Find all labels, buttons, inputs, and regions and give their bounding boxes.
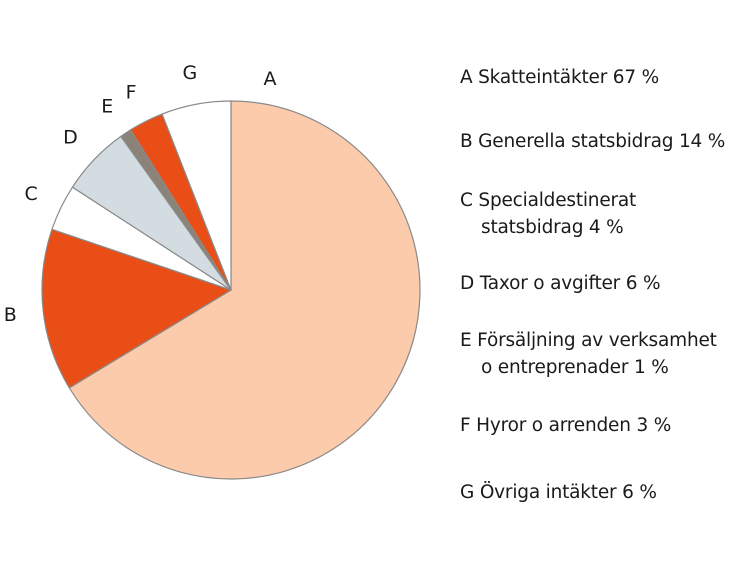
pie-chart: A B C D EF G: [4, 62, 421, 480]
pie-slice-a: [68, 100, 421, 480]
legend-item-e-text: E Försäljning av verksamhet: [460, 330, 717, 351]
legend-item-e: E Försäljning av verksamhet o entreprena…: [460, 327, 738, 381]
pie-slice-b: [41, 228, 233, 389]
legend-item-d-text: D Taxor o avgifter 6 %: [460, 273, 661, 294]
legend-item-c-text-2: statsbidrag 4 %: [481, 217, 624, 238]
legend-item-c: C Specialdestinerat statsbidrag 4 %: [460, 187, 738, 241]
slice-label-d: D: [63, 127, 78, 149]
legend-item-b: B Generella statsbidrag 14 %: [460, 128, 738, 155]
slice-label-e: E: [101, 96, 113, 118]
pie-slice-g: [161, 100, 232, 291]
legend-item-g: G Övriga intäkter 6 %: [460, 479, 738, 506]
legend-item-e-text-2: o entreprenader 1 %: [481, 357, 669, 378]
slice-label-b: B: [4, 304, 17, 326]
legend-item-c-text: C Specialdestinerat: [460, 190, 637, 211]
legend-item-b-text: B Generella statsbidrag 14 %: [460, 131, 726, 152]
legend-item-d: D Taxor o avgifter 6 %: [460, 270, 738, 297]
legend-item-a-text: A Skatteintäkter 67 %: [460, 67, 659, 88]
legend-item-f-text: F Hyror o arrenden 3 %: [460, 415, 672, 436]
slice-label-f: F: [126, 82, 137, 104]
legend-item-a: A Skatteintäkter 67 %: [460, 64, 738, 91]
slice-label-a: A: [264, 68, 277, 90]
slice-label-g: G: [182, 62, 197, 84]
legend-item-g-text: G Övriga intäkter 6 %: [460, 482, 657, 503]
legend-item-f: F Hyror o arrenden 3 %: [460, 412, 738, 439]
slice-label-c: C: [25, 183, 38, 205]
